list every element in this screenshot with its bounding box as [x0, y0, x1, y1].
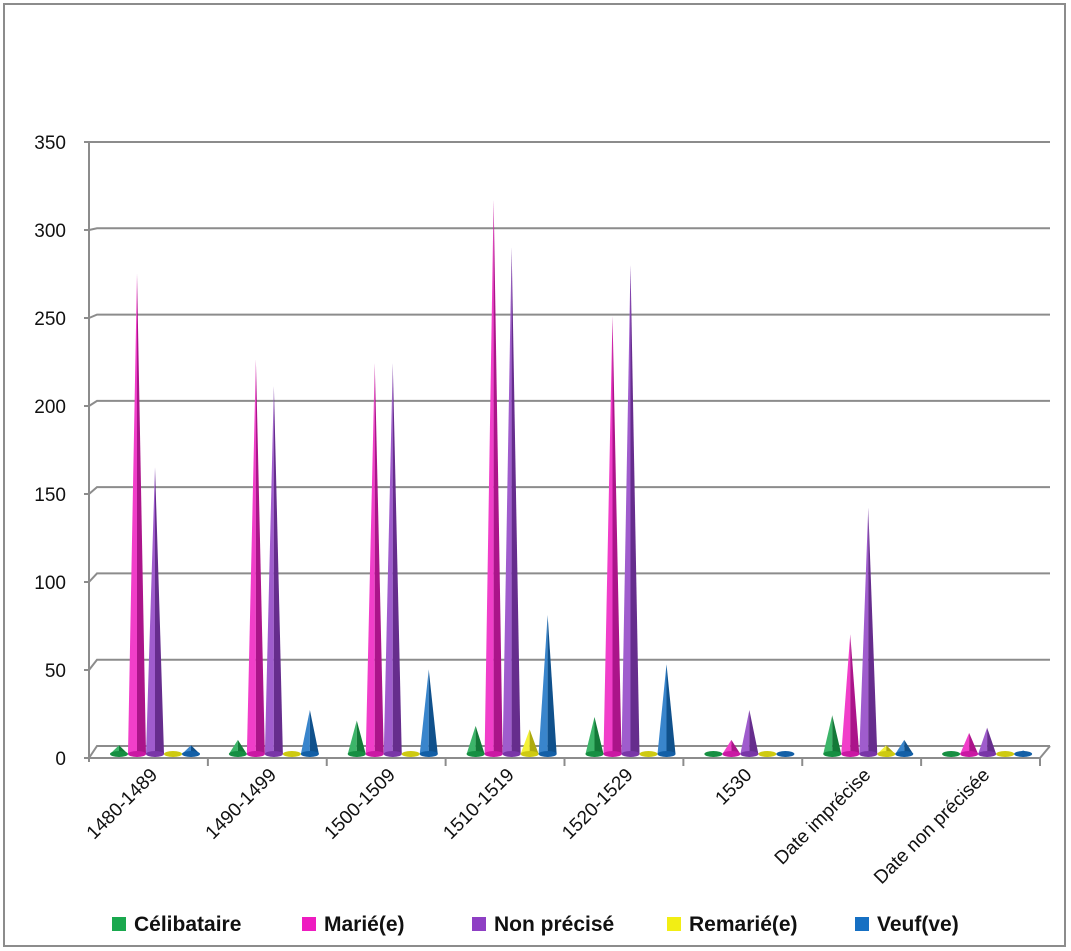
gridline	[88, 227, 1050, 231]
cone-mark	[978, 727, 997, 757]
cone-mark	[841, 634, 860, 757]
legend-swatch	[472, 917, 486, 931]
legend-label: Marié(e)	[324, 913, 405, 936]
cone-mark	[110, 745, 128, 757]
cone-mark	[960, 732, 979, 757]
cone-mark	[657, 664, 676, 757]
y-axis: 0 50 100 150 200 250 300 350	[34, 133, 90, 770]
cone-mark	[347, 720, 366, 757]
cone-mark	[895, 739, 914, 757]
cone-mark	[621, 264, 640, 757]
gridline	[88, 658, 1050, 671]
cone-mark	[182, 745, 200, 757]
legend-swatch	[855, 917, 869, 931]
y-tick-label: 300	[34, 221, 66, 242]
x-tick-label: Date non précisée	[870, 765, 994, 889]
cone-mark	[164, 751, 182, 757]
cone-mark	[419, 669, 438, 757]
legend-label: Veuf(ve)	[877, 913, 959, 936]
cone-mark	[776, 751, 795, 757]
cone-mark	[758, 751, 777, 757]
gridlines	[88, 141, 1051, 759]
cone-mark	[603, 315, 622, 757]
legend-item: Remarié(e)	[667, 913, 798, 936]
cone-mark	[383, 363, 402, 757]
y-tick-label: 0	[55, 749, 66, 770]
y-tick-label: 350	[34, 133, 66, 154]
cone-mark	[502, 247, 521, 757]
y-tick-label: 150	[34, 485, 66, 506]
cone-mark	[877, 745, 896, 757]
cone-mark	[282, 751, 301, 757]
gridline	[88, 399, 1050, 407]
cone-mark	[585, 717, 604, 757]
legend-swatch	[667, 917, 681, 931]
cone-mark	[264, 386, 283, 757]
gridline	[88, 313, 1050, 319]
cone-mark	[740, 710, 759, 757]
chart-frame	[3, 3, 1066, 947]
legend-swatch	[112, 917, 126, 931]
cone-mark	[538, 614, 557, 757]
x-tick-label: 1490-1499	[202, 765, 281, 844]
legend-item: Marié(e)	[302, 913, 405, 936]
gridline	[88, 486, 1050, 495]
cone-mark	[246, 359, 265, 757]
cone-mark	[1014, 750, 1033, 757]
cone-mark	[704, 751, 723, 757]
cone-mark	[484, 199, 503, 758]
cone-mark	[228, 739, 247, 757]
legend-item: Célibataire	[112, 913, 241, 936]
cone-series	[110, 199, 1033, 758]
x-tick-label: 1530	[712, 765, 757, 810]
legend-item: Non précisé	[472, 913, 614, 936]
cone-mark	[401, 751, 420, 757]
x-axis: 1480-1489 1490-1499 1500-1509 1510-1519 1520…	[83, 758, 1041, 889]
x-tick-label: 1480-1489	[83, 765, 162, 844]
x-tick-label: 1510-1519	[439, 765, 518, 844]
y-tick-label: 200	[34, 397, 66, 418]
cone-mark	[859, 507, 878, 757]
cone-mark	[996, 751, 1015, 757]
legend-swatch	[302, 917, 316, 931]
legend-label: Célibataire	[134, 913, 241, 936]
legend-label: Remarié(e)	[689, 913, 798, 936]
cone-mark	[942, 751, 961, 757]
cone-mark	[639, 751, 658, 757]
x-tick-label: 1520-1529	[558, 765, 637, 844]
legend: Célibataire Marié(e) Non précisé Remarié(e)…	[112, 913, 959, 936]
cone-mark	[466, 725, 485, 757]
cone-mark	[823, 715, 842, 757]
cone-mark	[128, 273, 146, 757]
x-tick-label: 1500-1509	[321, 765, 400, 844]
cone-mark	[300, 710, 319, 757]
cone-mark	[146, 467, 164, 757]
legend-item: Veuf(ve)	[855, 913, 959, 936]
cone-mark	[365, 363, 384, 757]
legend-label: Non précisé	[494, 913, 614, 936]
y-tick-label: 100	[34, 573, 66, 594]
cone-mark	[722, 739, 741, 757]
y-tick-label: 250	[34, 309, 66, 330]
gridline	[88, 572, 1050, 583]
y-tick-label: 50	[45, 661, 66, 682]
x-tick-label: Date imprécise	[771, 765, 875, 869]
cone-mark	[520, 729, 539, 757]
